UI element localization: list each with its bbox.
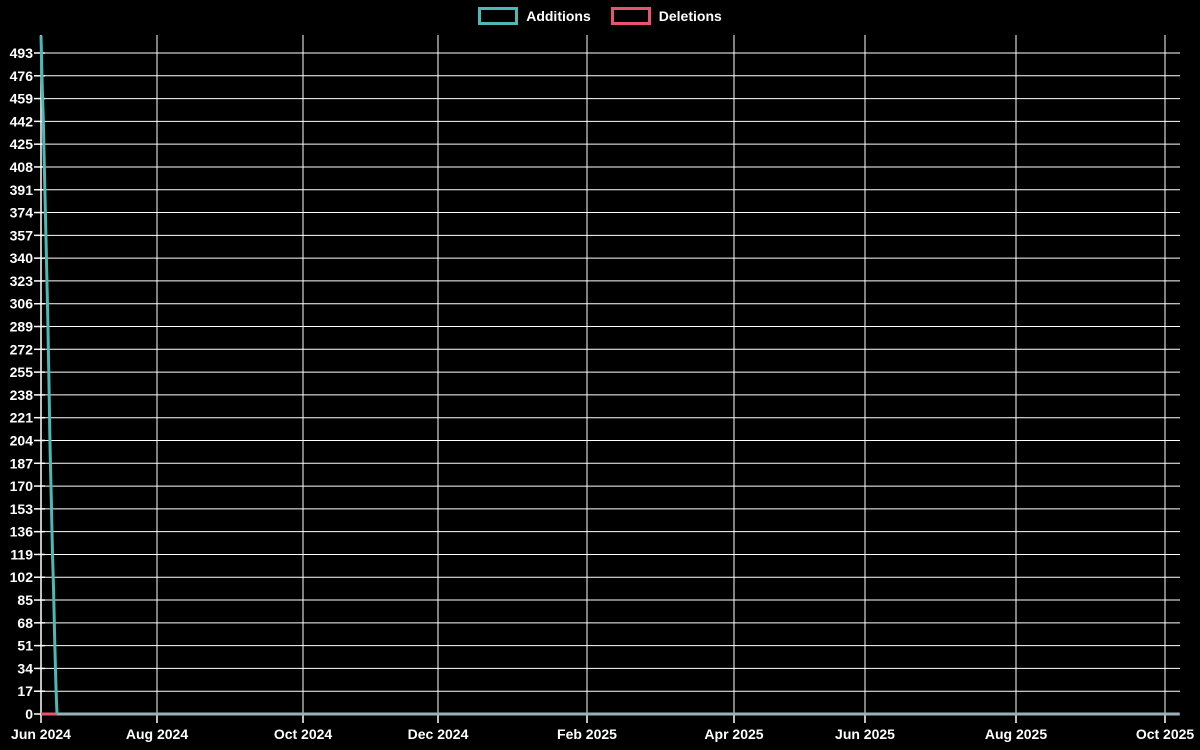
y-tick-label: 238 — [10, 387, 34, 403]
y-tick-label: 51 — [17, 638, 33, 654]
legend-label-deletions: Deletions — [658, 8, 722, 24]
y-tick-label: 391 — [10, 182, 34, 198]
x-tick-label: Oct 2024 — [274, 726, 333, 742]
y-tick-label: 85 — [17, 592, 33, 608]
deletions-swatch-icon — [610, 7, 651, 25]
y-tick-label: 459 — [10, 91, 34, 107]
y-tick-label: 0 — [25, 706, 33, 722]
y-tick-label: 272 — [10, 341, 34, 357]
y-tick-label: 17 — [17, 683, 33, 699]
chart-legend: Additions Deletions — [0, 7, 1200, 25]
x-tick-label: Jun 2024 — [11, 726, 71, 742]
x-tick-label: Feb 2025 — [557, 726, 617, 742]
x-tick-label: Jun 2025 — [835, 726, 895, 742]
y-tick-label: 34 — [17, 660, 33, 676]
x-tick-label: Oct 2025 — [1136, 726, 1195, 742]
y-tick-label: 374 — [10, 205, 34, 221]
y-tick-label: 153 — [10, 501, 34, 517]
legend-item-deletions[interactable]: Deletions — [610, 7, 722, 25]
y-tick-label: 340 — [10, 250, 34, 266]
x-tick-label: Aug 2024 — [126, 726, 188, 742]
y-tick-label: 255 — [10, 364, 34, 380]
x-tick-label: Dec 2024 — [408, 726, 469, 742]
y-tick-label: 357 — [10, 227, 34, 243]
y-tick-label: 306 — [10, 296, 34, 312]
x-tick-label: Aug 2025 — [985, 726, 1047, 742]
y-tick-label: 323 — [10, 273, 34, 289]
y-tick-label: 119 — [10, 546, 33, 562]
y-tick-label: 493 — [10, 45, 34, 61]
y-tick-label: 476 — [10, 68, 34, 84]
y-tick-label: 102 — [10, 569, 34, 585]
additions-swatch-icon — [478, 7, 519, 25]
y-tick-label: 187 — [10, 455, 34, 471]
y-tick-label: 408 — [10, 159, 34, 175]
legend-item-additions[interactable]: Additions — [478, 7, 591, 25]
y-tick-label: 136 — [10, 524, 34, 540]
y-tick-label: 204 — [10, 432, 34, 448]
y-tick-label: 221 — [10, 410, 34, 426]
additions-line — [39, 35, 59, 715]
legend-label-additions: Additions — [526, 8, 591, 24]
y-tick-label: 68 — [17, 615, 33, 631]
y-tick-label: 289 — [10, 319, 34, 335]
y-tick-label: 170 — [10, 478, 34, 494]
y-tick-label: 425 — [10, 136, 34, 152]
x-tick-label: Apr 2025 — [704, 726, 763, 742]
y-tick-label: 442 — [10, 113, 34, 129]
